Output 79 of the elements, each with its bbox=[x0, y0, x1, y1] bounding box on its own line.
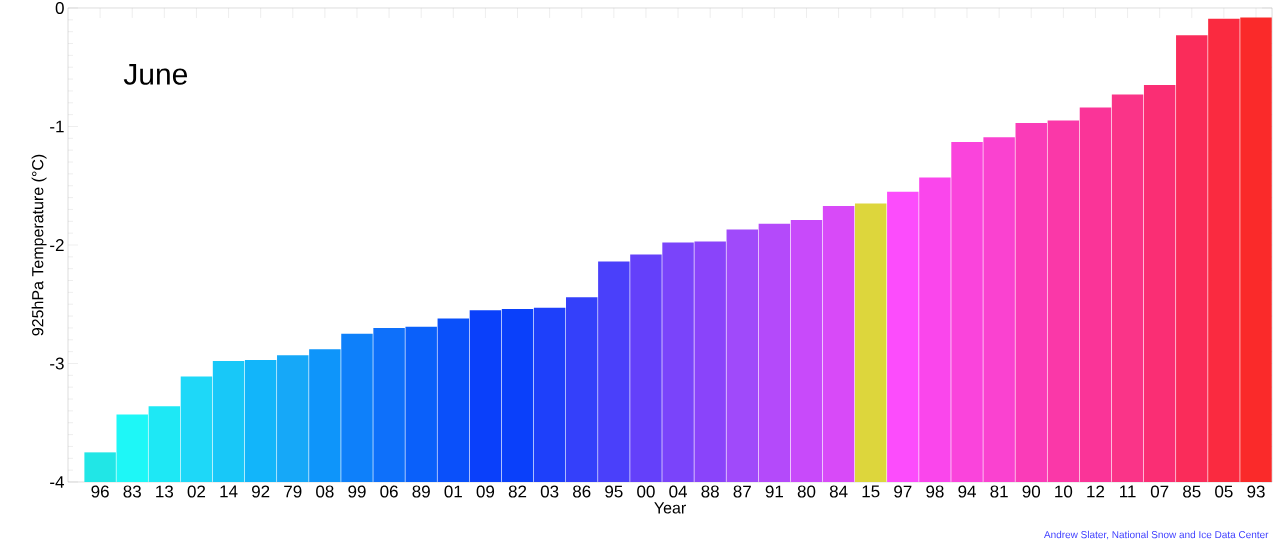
bar bbox=[1047, 120, 1080, 482]
y-axis-title: 925hPa Temperature (°C) bbox=[31, 154, 47, 336]
bar bbox=[1176, 35, 1208, 482]
x-tick-label: 89 bbox=[412, 485, 430, 498]
bar bbox=[309, 349, 341, 482]
bar bbox=[1079, 107, 1112, 482]
bar bbox=[662, 242, 694, 482]
y-tick-label: -3 bbox=[50, 357, 64, 370]
x-tick-label: 00 bbox=[637, 485, 655, 498]
bar bbox=[148, 406, 181, 482]
annotation: June bbox=[123, 63, 188, 85]
x-tick-label: 10 bbox=[1055, 485, 1073, 498]
y-tick-label: -4 bbox=[50, 476, 64, 488]
y-tick-label: -1 bbox=[50, 120, 64, 133]
bar bbox=[790, 220, 823, 482]
bar bbox=[212, 361, 245, 482]
x-tick-label: 07 bbox=[1150, 485, 1169, 498]
x-tick-label: 96 bbox=[91, 485, 109, 498]
bar bbox=[116, 414, 148, 482]
bar bbox=[1208, 18, 1240, 482]
x-tick-label: 05 bbox=[1215, 485, 1233, 498]
x-tick-label: 98 bbox=[926, 485, 944, 498]
bar bbox=[84, 452, 116, 482]
x-tick-label: 13 bbox=[156, 485, 174, 498]
x-tick-label: 09 bbox=[476, 485, 495, 498]
x-tick-label: 04 bbox=[669, 485, 688, 498]
x-tick-label: 08 bbox=[316, 485, 334, 498]
x-tick-label: 91 bbox=[765, 485, 783, 498]
x-tick-label: 03 bbox=[540, 485, 559, 498]
bar bbox=[244, 359, 277, 482]
bar bbox=[822, 205, 855, 482]
y-tick-label: -2 bbox=[50, 239, 64, 251]
x-tick-label: 82 bbox=[508, 485, 527, 498]
x-tick-label: 85 bbox=[1183, 485, 1201, 498]
x-tick-label: 14 bbox=[220, 485, 238, 498]
bar bbox=[373, 327, 405, 482]
bar bbox=[180, 376, 213, 482]
x-tick-label: 86 bbox=[573, 485, 591, 498]
bar bbox=[437, 318, 470, 482]
x-tick-label: 06 bbox=[380, 485, 398, 498]
bar bbox=[919, 177, 951, 482]
x-tick-label: 80 bbox=[797, 485, 816, 498]
bar bbox=[341, 333, 373, 482]
text: Andrew Slater, National Snow and Ice Data Center bbox=[1043, 530, 1269, 540]
bar bbox=[854, 203, 887, 482]
x-tick-label: 02 bbox=[187, 485, 206, 498]
bar bbox=[1015, 122, 1047, 482]
x-tick-label: 90 bbox=[1022, 485, 1041, 498]
x-tick-label: 11 bbox=[1120, 485, 1136, 498]
bar bbox=[630, 254, 662, 482]
x-tick-label: 12 bbox=[1087, 485, 1105, 498]
bar bbox=[533, 307, 566, 482]
y-tick-label: 0 bbox=[55, 1, 64, 15]
x-tick-label: 95 bbox=[605, 485, 623, 498]
bar bbox=[277, 355, 309, 482]
bar bbox=[887, 191, 919, 482]
x-tick-label: 88 bbox=[701, 485, 719, 498]
x-tick-label: 01 bbox=[444, 485, 462, 498]
bar bbox=[598, 261, 630, 482]
x-tick-label: 15 bbox=[862, 485, 880, 498]
x-tick-label: 83 bbox=[123, 485, 141, 498]
bar bbox=[694, 241, 726, 482]
x-tick-label: 93 bbox=[1247, 485, 1265, 498]
x-tick-label: 97 bbox=[894, 485, 912, 498]
x-tick-label: 81 bbox=[990, 485, 1008, 498]
bar bbox=[1143, 85, 1176, 482]
x-tick-label: 92 bbox=[252, 485, 270, 498]
x-tick-label: 79 bbox=[284, 485, 302, 498]
bar bbox=[405, 326, 437, 482]
bar bbox=[1111, 94, 1144, 482]
x-axis-title: Year bbox=[654, 502, 686, 514]
bar bbox=[566, 297, 598, 482]
bar bbox=[726, 229, 759, 482]
bar bbox=[758, 223, 791, 482]
bar bbox=[1240, 17, 1272, 482]
x-tick-label: 84 bbox=[829, 485, 848, 498]
x-tick-label: 94 bbox=[958, 485, 976, 498]
x-tick-label: 87 bbox=[733, 485, 751, 498]
x-tick-label: 99 bbox=[348, 485, 366, 498]
